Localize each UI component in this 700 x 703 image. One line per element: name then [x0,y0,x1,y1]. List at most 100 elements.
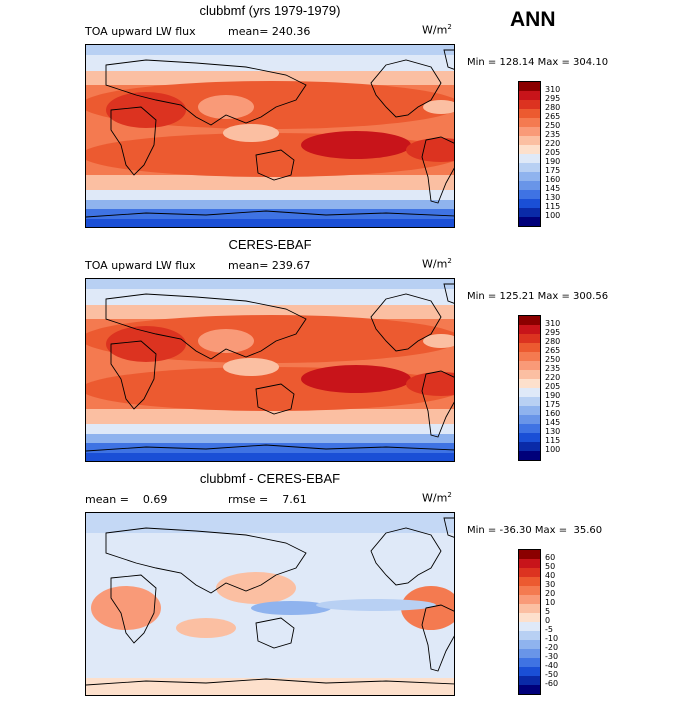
colorbar-segment [519,181,540,190]
colorbar-tick-label: 280 [545,337,561,346]
colorbar-tick-label: 40 [545,571,556,580]
colorbar-segment [519,586,540,595]
colorbar-tick-label: 235 [545,364,561,373]
colorbar-ticks: 310 295 280 265 250 235 220 205 190 175 160 145 130 1… [545,315,561,454]
map-canvas [86,45,454,227]
colorbar-tick-label: 265 [545,346,561,355]
colorbar-segment [519,613,540,622]
colorbar-tick-label: 310 [545,85,561,94]
colorbar-segment [519,100,540,109]
colorbar-segment [519,415,540,424]
colorbar-segment [519,199,540,208]
colorbar-segment [519,154,540,163]
colorbar-segment [519,127,540,136]
colorbar-tick-label: 250 [545,355,561,364]
world-map [85,512,455,696]
colorbar-segment [519,316,540,325]
colorbar-tick-label: 145 [545,418,561,427]
colorbar-tick-label: 130 [545,193,561,202]
world-map [85,278,455,462]
colorbar-tick-label: -50 [545,670,559,679]
colorbar-segment [519,172,540,181]
colorbar-segment [519,595,540,604]
colorbar-segment [519,325,540,334]
colorbar-tick-label: 115 [545,202,561,211]
colorbar-tick-label: 295 [545,94,561,103]
colorbar-tick-label: 100 [545,445,561,454]
colorbar-tick-label: 310 [545,319,561,328]
colorbar-segment [519,343,540,352]
colorbar-segment [519,640,540,649]
colorbar-tick-label: -60 [545,679,559,688]
units-label: W/m2 [422,257,452,271]
colorbar-tick-label: -10 [545,634,559,643]
colorbar [518,315,541,461]
units-label: W/m2 [422,491,452,505]
colorbar-segment [519,163,540,172]
colorbar-tick-label: -40 [545,661,559,670]
colorbar [518,81,541,227]
colorbar-segment [519,370,540,379]
colorbar-segment [519,109,540,118]
colorbar-tick-label: 145 [545,184,561,193]
colorbar-segment [519,91,540,100]
model-panel: clubbmf (yrs 1979-1979) TOA upward LW fl… [0,0,700,235]
colorbar-tick-label: 190 [545,391,561,400]
panel-title: CERES-EBAF [228,237,312,252]
season-label: ANN [510,8,556,31]
colorbar-segment [519,685,540,694]
colorbar-segment [519,604,540,613]
colorbar-segment [519,145,540,154]
colorbar-segment [519,568,540,577]
colorbar-segment [519,667,540,676]
colorbar-segment [519,433,540,442]
colorbar-segment [519,676,540,685]
colorbar-segment [519,577,540,586]
colorbar-tick-label: 100 [545,211,561,220]
colorbar-tick-label: -30 [545,652,559,661]
colorbar-tick-label: -5 [545,625,553,634]
mean-label: mean = 0.69 [85,493,168,506]
colorbar-tick-label: 295 [545,328,561,337]
colorbar-segment [519,361,540,370]
colorbar-tick-label: 60 [545,553,556,562]
world-map [85,44,455,228]
map-canvas [86,279,454,461]
colorbar-tick-label: 175 [545,166,561,175]
field-label: TOA upward LW flux [85,25,196,38]
min-max-label: Min = -36.30 Max = 35.60 [467,525,603,536]
colorbar-tick-label: 205 [545,382,561,391]
colorbar-segment [519,379,540,388]
colorbar-segment [519,388,540,397]
colorbar-tick-label: 220 [545,139,561,148]
colorbar-tick-label: 190 [545,157,561,166]
colorbar-tick-label: 115 [545,436,561,445]
units-label: W/m2 [422,23,452,37]
colorbar-segment [519,649,540,658]
colorbar-segment [519,406,540,415]
colorbar-tick-label: 5 [545,607,551,616]
colorbar-segment [519,217,540,226]
mean-label: mean= 240.36 [228,25,311,38]
colorbar-tick-label: 205 [545,148,561,157]
colorbar-tick-label: 30 [545,580,556,589]
colorbar-tick-label: 20 [545,589,556,598]
colorbar-segment [519,550,540,559]
colorbar-segment [519,334,540,343]
colorbar-segment [519,136,540,145]
colorbar-tick-label: 50 [545,562,556,571]
colorbar-segment [519,190,540,199]
colorbar-tick-label: -20 [545,643,559,652]
colorbar-segment [519,442,540,451]
colorbar-segment [519,658,540,667]
colorbar-segment [519,352,540,361]
colorbar-segment [519,451,540,460]
colorbar-tick-label: 175 [545,400,561,409]
colorbar-tick-label: 160 [545,175,561,184]
colorbar-tick-label: 0 [545,616,551,625]
map-canvas [86,513,454,695]
min-max-label: Min = 125.21 Max = 300.56 [467,291,609,302]
obs-panel: CERES-EBAF TOA upward LW flux mean= 239.… [0,234,700,469]
colorbar-tick-label: 235 [545,130,561,139]
colorbar-segment [519,559,540,568]
